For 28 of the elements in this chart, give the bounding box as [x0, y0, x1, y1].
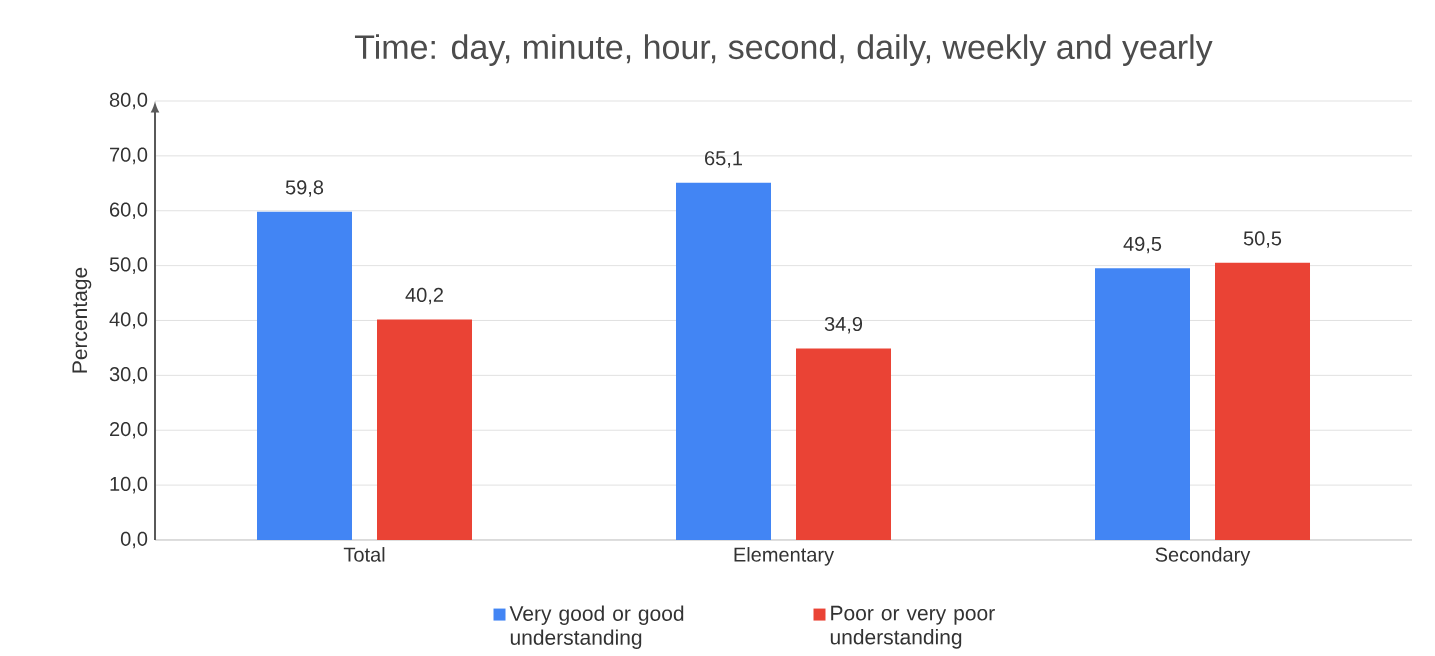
x-tick-label: Elementary: [734, 547, 835, 566]
legend-label: Very good or good understanding: [509, 605, 684, 650]
y-tick-label: 70,0: [110, 147, 148, 165]
y-tick-label: 40,0: [109, 312, 148, 329]
bar: [257, 211, 353, 540]
data-label: 50,5: [1243, 231, 1282, 248]
data-label: 65,1: [705, 151, 742, 168]
legend-label: Poor or very poor understanding: [830, 605, 995, 649]
bar: [1215, 262, 1311, 540]
bar: [796, 348, 892, 540]
x-tick-label: Total: [343, 547, 385, 562]
y-tick-label: 20,0: [110, 421, 148, 439]
data-label: 49,5: [1123, 236, 1162, 254]
bar: [676, 182, 771, 540]
bar: [377, 319, 473, 540]
data-label: 34,9: [824, 316, 863, 334]
data-label: 40,2: [405, 287, 443, 305]
y-tick-label: 0,0: [120, 531, 148, 549]
y-tick-label: 50,0: [109, 257, 148, 274]
y-tick-label: 60,0: [110, 202, 148, 220]
data-label: 59,8: [285, 180, 324, 197]
y-tick-label: 10,0: [110, 476, 148, 494]
y-axis-title: Percentage: [72, 267, 92, 373]
bar: [1095, 268, 1190, 540]
x-tick-label: Secondary: [1155, 547, 1251, 566]
y-tick-label: 30,0: [109, 367, 148, 384]
y-tick-label: 80,0: [109, 92, 148, 110]
chart-title: Time: day, minute, hour, second, daily, weekly and yearly: [354, 34, 1213, 66]
